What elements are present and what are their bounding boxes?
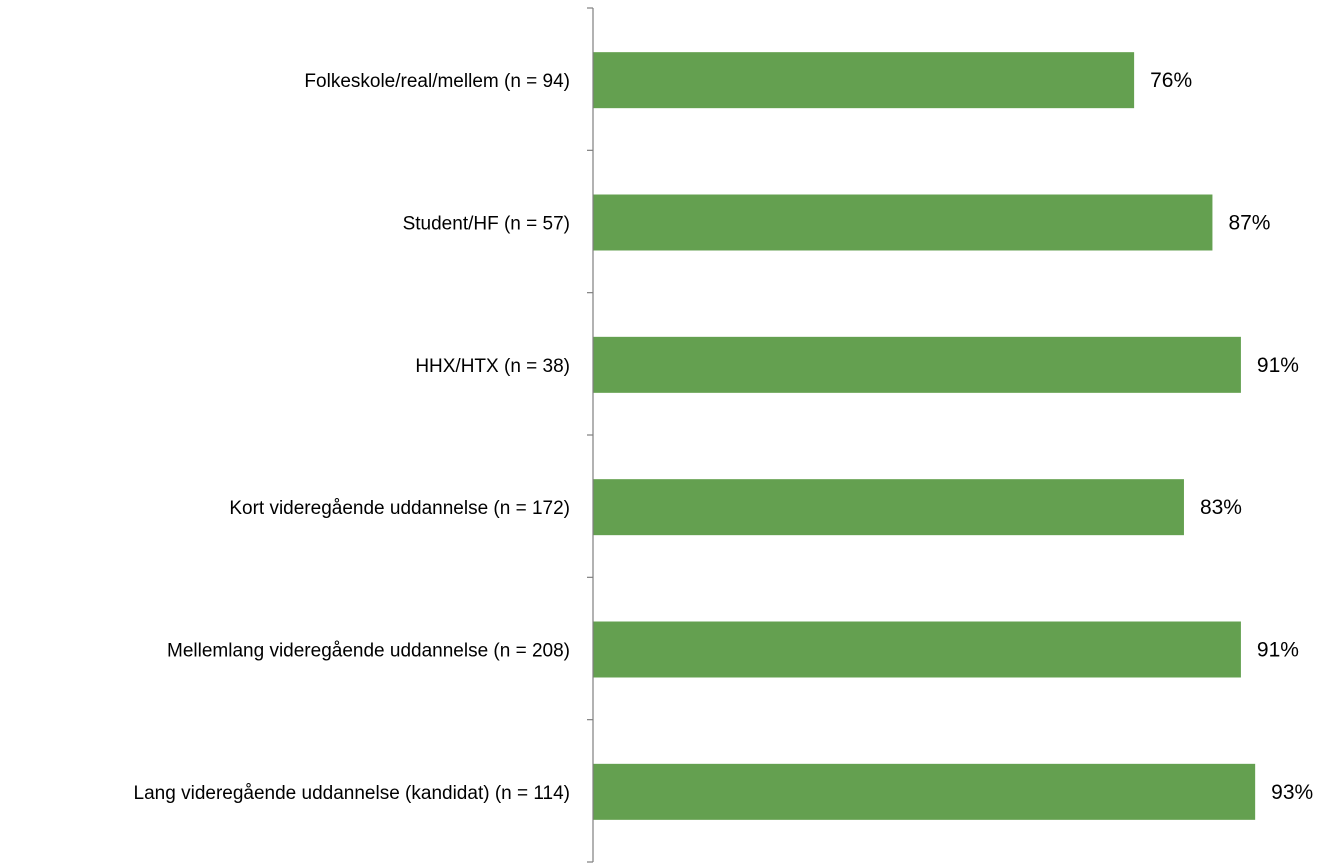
category-label: HHX/HTX (n = 38) — [415, 356, 570, 377]
category-label: Mellemlang videregående uddannelse (n = … — [167, 641, 570, 662]
category-label: Kort videregående uddannelse (n = 172) — [229, 498, 570, 519]
category-label: Lang videregående uddannelse (kandidat) … — [134, 783, 570, 804]
data-label: 87% — [1228, 212, 1270, 235]
bars-layer — [593, 52, 1256, 820]
data-label: 93% — [1271, 781, 1313, 804]
bar-0 — [593, 52, 1135, 109]
category-label: Student/HF (n = 57) — [403, 214, 570, 235]
bar-5 — [593, 763, 1256, 820]
bar-3 — [593, 479, 1184, 536]
data-label: 76% — [1150, 69, 1192, 92]
bar-4 — [593, 621, 1241, 678]
data-label: 83% — [1200, 496, 1242, 519]
data-label: 91% — [1257, 639, 1299, 662]
bar-2 — [593, 336, 1241, 393]
category-label: Folkeskole/real/mellem (n = 94) — [304, 71, 570, 92]
bar-1 — [593, 194, 1213, 251]
labels-layer: Folkeskole/real/mellem (n = 94) 76% Studen… — [134, 69, 1314, 804]
category-axis — [587, 7, 594, 863]
data-label: 91% — [1257, 354, 1299, 377]
